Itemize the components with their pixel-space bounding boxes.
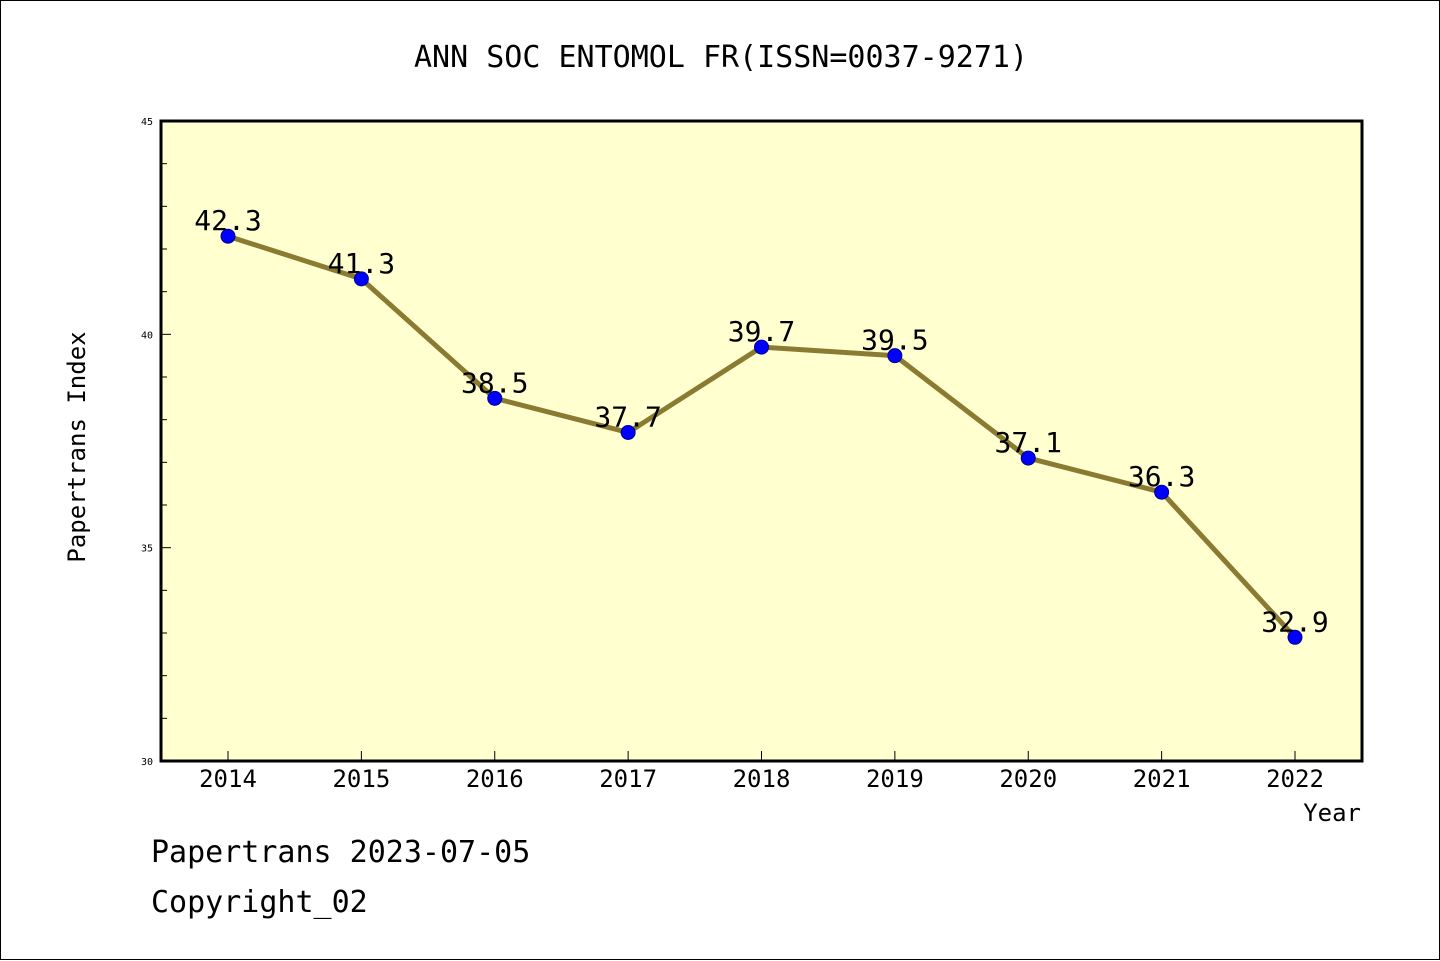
x-axis-label: Year: [1303, 799, 1361, 827]
x-tick-label: 2020: [999, 765, 1057, 793]
data-label: 39.5: [861, 324, 928, 357]
x-tick-label: 2022: [1266, 765, 1324, 793]
x-tick-label: 2016: [466, 765, 524, 793]
data-label: 32.9: [1261, 605, 1328, 638]
data-label: 36.3: [1128, 460, 1195, 493]
data-point: [754, 339, 769, 355]
plot-area: [159, 119, 1364, 763]
x-tick-label: 2017: [599, 765, 657, 793]
y-tick-label: 40: [141, 330, 153, 341]
data-point: [487, 390, 503, 406]
y-axis-ticks: 30 35 40 45: [141, 117, 171, 768]
x-tick-label: 2014: [199, 765, 257, 793]
data-label: 42.3: [194, 204, 261, 237]
footer-date-text: Papertrans 2023-07-05: [151, 835, 531, 870]
data-label: 38.5: [461, 366, 528, 399]
chart-title: ANN SOC ENTOMOL FR(ISSN=0037-9271): [414, 40, 1028, 75]
x-tick-label: 2021: [1133, 765, 1191, 793]
data-point: [220, 228, 236, 244]
data-point: [620, 424, 636, 440]
data-label: 39.7: [728, 315, 795, 348]
y-tick-label: 30: [141, 757, 153, 768]
x-tick-label: 2019: [866, 765, 924, 793]
data-point: [1020, 450, 1036, 466]
series-group: 42.3 41.3 38.5 37.7 39.7 39.5 37.1 36.3 32.9: [194, 204, 1329, 645]
data-point: [1287, 629, 1303, 645]
footer-copyright-text: Copyright_02: [151, 885, 368, 920]
y-tick-label: 35: [141, 544, 153, 555]
y-tick-label: 45: [141, 117, 153, 128]
data-label: 37.7: [594, 400, 661, 433]
y-axis-label: Papertrans Index: [63, 331, 91, 562]
data-point: [1154, 484, 1170, 500]
data-label: 37.1: [995, 426, 1062, 459]
x-tick-label: 2018: [733, 765, 791, 793]
data-point: [353, 271, 369, 287]
x-tick-label: 2015: [332, 765, 390, 793]
x-axis-ticks: 2014 2015 2016 2017 2018 2019 2020 2021 2022: [199, 751, 1324, 793]
data-point: [887, 348, 903, 364]
data-label: 41.3: [328, 247, 395, 280]
